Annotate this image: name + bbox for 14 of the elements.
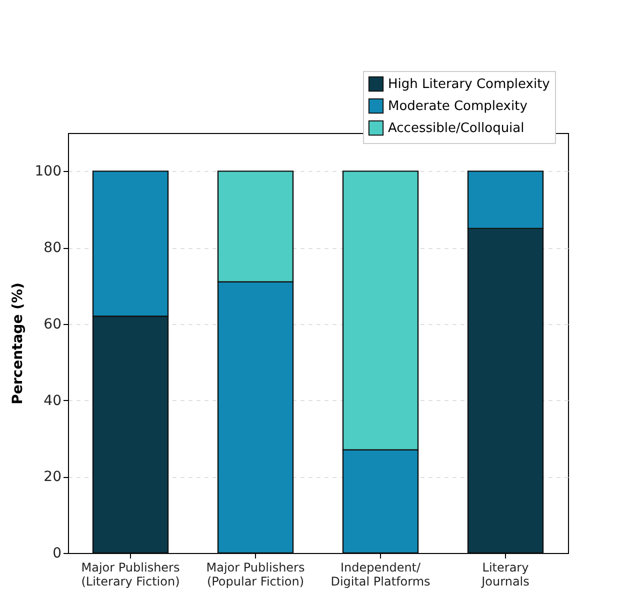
y-tick-label: 20 (44, 469, 62, 486)
legend-label: High Literary Complexity (388, 77, 550, 92)
x-tick-label: Literary Journals (480, 560, 530, 588)
legend-label: Moderate Complexity (388, 99, 528, 114)
y-tick-label: 0 (52, 546, 62, 562)
y-tick-label: 40 (44, 392, 62, 409)
legend-label: Accessible/Colloquial (388, 121, 524, 136)
y-tick-label: 60 (44, 316, 62, 332)
y-tick-label: 80 (44, 240, 62, 256)
x-tick-label: Independent/ Digital Platforms (330, 560, 430, 588)
y-axis-title: Percentage (%) (10, 282, 26, 404)
x-tick-label: Major Publishers (Literary Fiction) (81, 560, 180, 588)
x-tick-label: Major Publishers (Popular Fiction) (206, 560, 305, 588)
y-tick-label: 100 (34, 164, 62, 180)
